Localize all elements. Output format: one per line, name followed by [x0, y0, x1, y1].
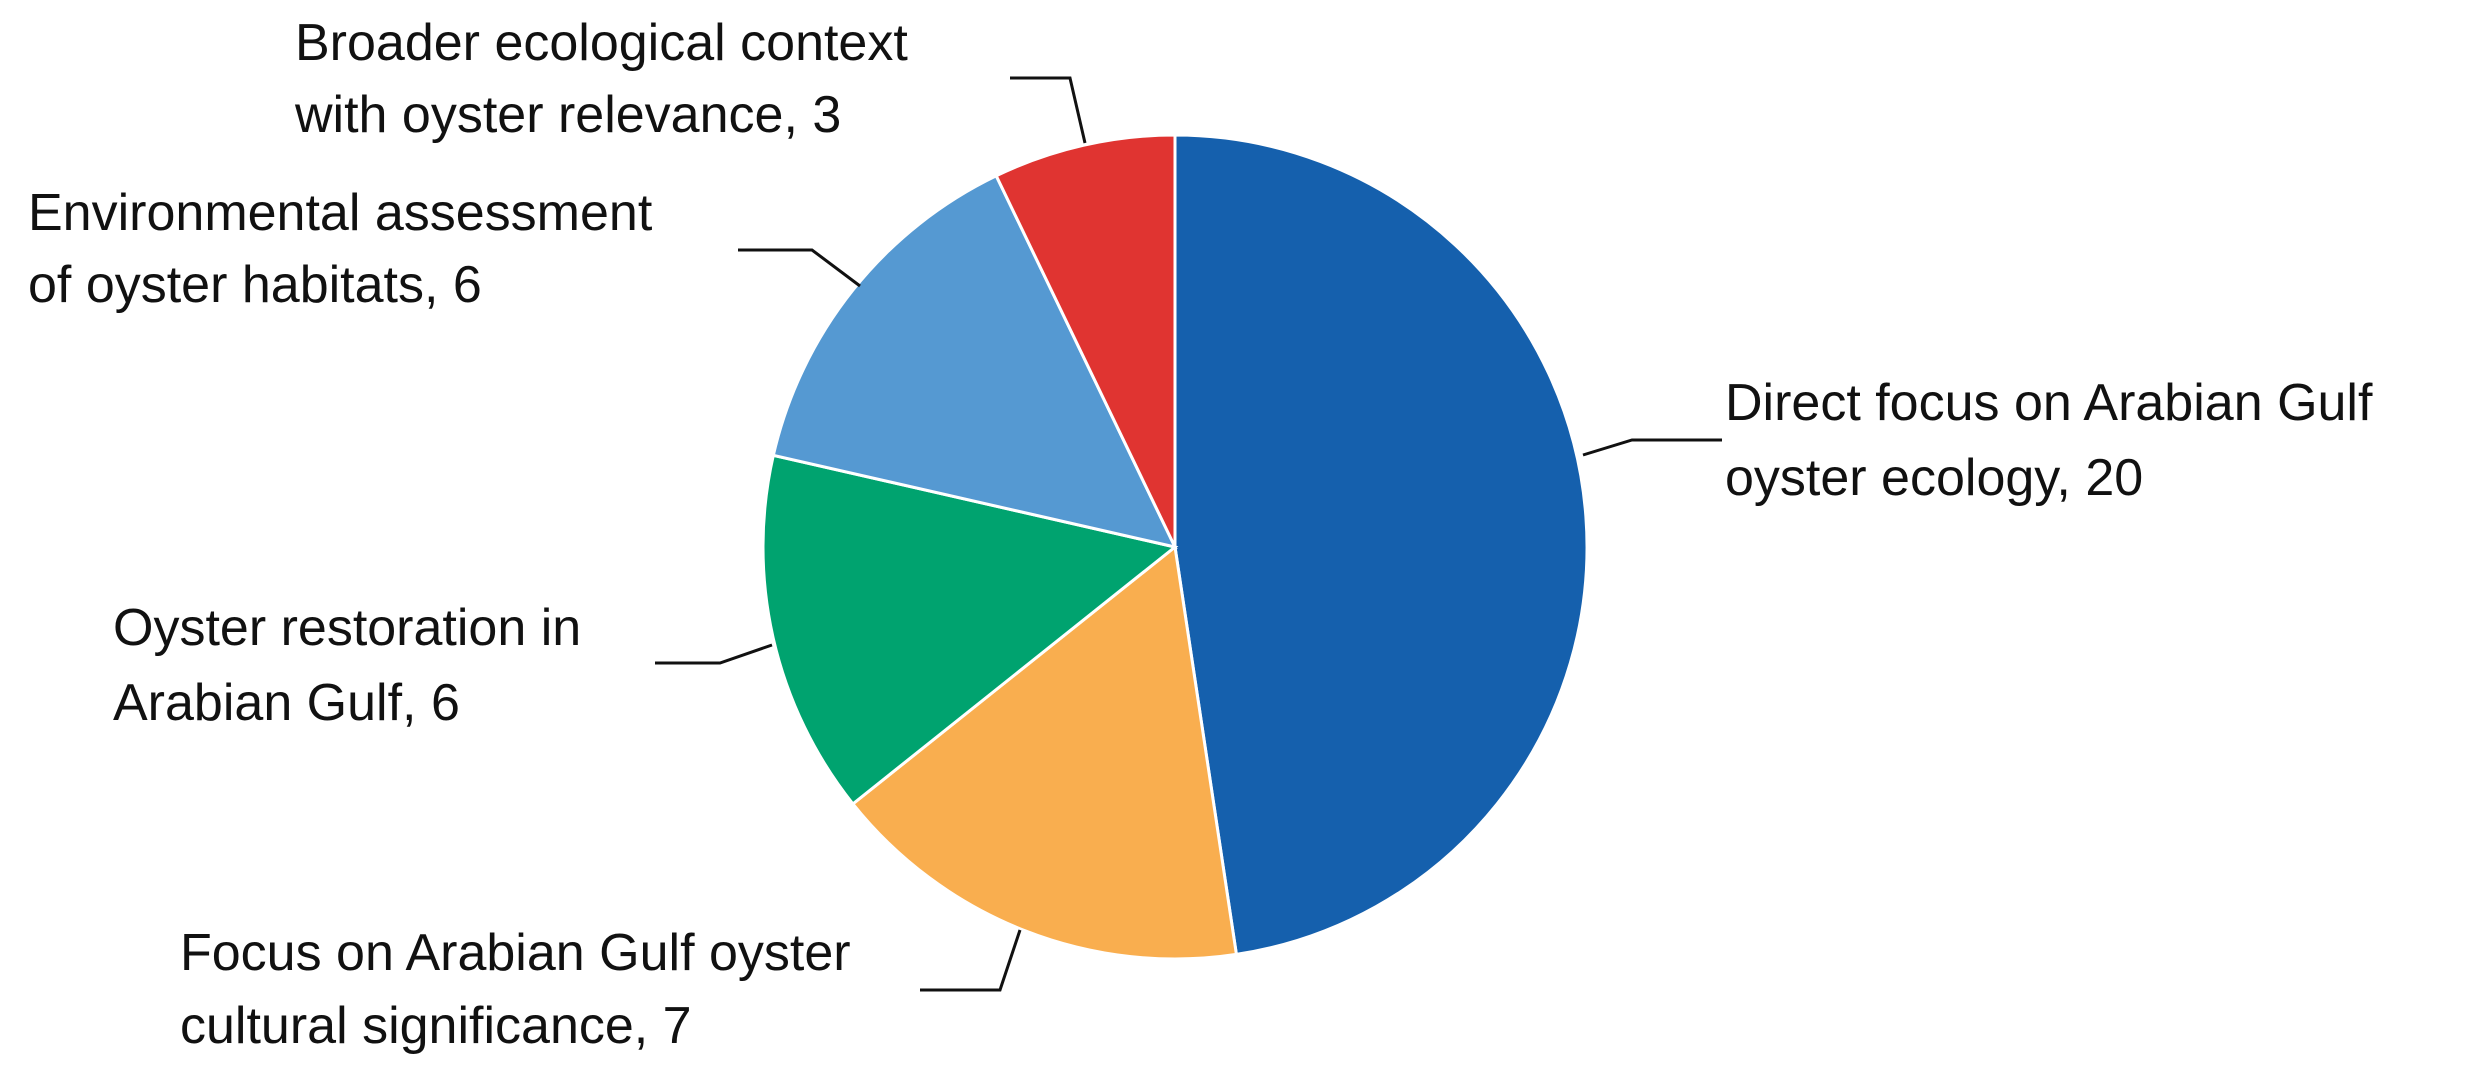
pie-slices	[761, 133, 1589, 961]
pie-slice-1	[1173, 133, 1589, 957]
leader-line-4	[738, 248, 861, 288]
slice-label-5: Broader ecological context with oyster re…	[294, 14, 908, 144]
slice-label-1-line-2: oyster ecology, 20	[1725, 449, 2143, 507]
pie-slice-2	[850, 544, 1239, 961]
slice-label-4-line-2: of oyster habitats, 6	[28, 256, 482, 314]
slice-label-3: Oyster restoration in Arabian Gulf, 6	[113, 599, 581, 732]
slice-label-3-line-1: Oyster restoration in	[113, 599, 581, 657]
pie-slice-4	[771, 173, 1178, 550]
slice-label-5-line-1: Broader ecological context	[295, 14, 908, 72]
slice-label-3-line-2: Arabian Gulf, 6	[113, 674, 460, 732]
pie-slice-3	[761, 453, 1179, 806]
slice-label-2: Focus on Arabian Gulf oyster cultural sig…	[180, 924, 851, 1055]
slice-label-2-line-2: cultural significance, 7	[180, 997, 692, 1055]
leader-line-2	[920, 929, 1022, 992]
label-leader-lines	[655, 76, 1722, 992]
leader-line-3	[655, 643, 773, 665]
leader-line-1	[1582, 438, 1722, 457]
slice-label-1-line-1: Direct focus on Arabian Gulf	[1725, 374, 2373, 432]
slice-label-1: Direct focus on Arabian Gulf oyster ecolo…	[1725, 374, 2373, 507]
slice-labels: Direct focus on Arabian Gulf oyster ecolo…	[28, 14, 2373, 1055]
slice-label-5-line-2: with oyster relevance, 3	[294, 86, 841, 144]
pie-slice-5	[994, 133, 1177, 548]
slice-label-4-line-1: Environmental assessment	[28, 184, 653, 242]
slice-label-2-line-1: Focus on Arabian Gulf oyster	[180, 924, 851, 982]
leader-line-5	[1010, 76, 1087, 144]
slice-label-4: Environmental assessment of oyster habita…	[28, 184, 653, 314]
